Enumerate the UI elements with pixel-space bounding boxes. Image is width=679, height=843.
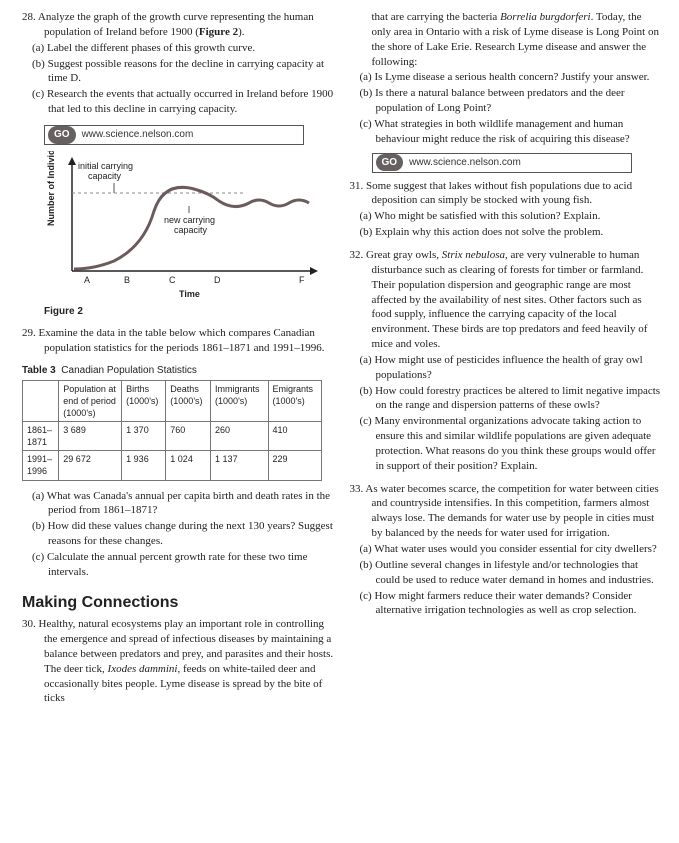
q28-t2: ). xyxy=(238,26,244,38)
q28-a: (a) Label the different phases of this g… xyxy=(22,41,334,56)
q32-species: Strix nebulosa xyxy=(442,249,505,261)
go-badge-2: GO xyxy=(376,154,404,172)
cont-species: Borrelia burgdorferi xyxy=(500,11,591,23)
xtick-d: D xyxy=(214,275,221,285)
r0c4: 260 xyxy=(211,422,268,451)
r1c3: 1 024 xyxy=(166,451,211,480)
xtick-b: B xyxy=(124,275,130,285)
q32-t2: , are very vulnerable to human disturban… xyxy=(372,249,648,350)
q29-b: (b) How did these values change during t… xyxy=(22,519,334,549)
label-initial-2: capacity xyxy=(88,171,122,181)
q28: 28. Analyze the graph of the growth curv… xyxy=(22,10,334,117)
q29-a: (a) What was Canada's annual per capita … xyxy=(22,489,334,519)
r0c0: 1861–1871 xyxy=(23,422,59,451)
q29-text: Examine the data in the table below whic… xyxy=(39,327,325,354)
q33-text: As water becomes scarce, the competition… xyxy=(365,483,658,540)
q28-num: 28. xyxy=(22,11,36,23)
q32: 32. Great gray owls, Strix nebulosa, are… xyxy=(350,248,662,474)
figure-2-caption: Figure 2 xyxy=(44,305,334,319)
go-link-2[interactable]: GO www.science.nelson.com xyxy=(372,153,632,173)
r0c5: 410 xyxy=(268,422,322,451)
q28-text: Analyze the graph of the growth curve re… xyxy=(38,11,314,38)
q28-b: (b) Suggest possible reasons for the dec… xyxy=(22,57,334,87)
q30-text: Healthy, natural ecosystems play an impo… xyxy=(39,618,334,704)
right-column: that are carrying the bacteria Borrelia … xyxy=(350,10,662,833)
go-url: www.science.nelson.com xyxy=(82,128,194,142)
xtick-a: A xyxy=(84,275,90,285)
cont-t1: that are carrying the bacteria xyxy=(372,11,501,23)
r1c5: 229 xyxy=(268,451,322,480)
q31-text: Some suggest that lakes without fish pop… xyxy=(366,180,632,207)
go-link-1[interactable]: GO www.science.nelson.com xyxy=(44,125,304,145)
q30-c: (c) What strategies in both wildlife man… xyxy=(350,117,662,147)
q31: 31. Some suggest that lakes without fish… xyxy=(350,179,662,240)
q29: 29. Examine the data in the table below … xyxy=(22,326,334,356)
growth-curve-chart: Number of Individuals initial carrying c… xyxy=(44,151,324,301)
q33-num: 33. xyxy=(350,483,364,495)
label-new-2: capacity xyxy=(174,225,208,235)
r0c1: 3 689 xyxy=(59,422,122,451)
r0c3: 760 xyxy=(166,422,211,451)
r0c2: 1 370 xyxy=(122,422,166,451)
th3: Deaths (1000's) xyxy=(166,380,211,421)
r1c4: 1 137 xyxy=(211,451,268,480)
left-column: 28. Analyze the graph of the growth curv… xyxy=(22,10,334,833)
table3-cap-bold: Table 3 xyxy=(22,365,56,376)
q32-a: (a) How might use of pesticides influenc… xyxy=(350,353,662,383)
table3: Population at end of period (1000's) Bir… xyxy=(22,380,322,481)
r1c2: 1 936 xyxy=(122,451,166,480)
q28-figref: Figure 2 xyxy=(199,26,238,38)
section-making-connections: Making Connections xyxy=(22,592,334,614)
table-row: 1861–1871 3 689 1 370 760 260 410 xyxy=(23,422,322,451)
q30-num: 30. xyxy=(22,618,36,630)
label-initial-1: initial carrying xyxy=(78,161,133,171)
q32-text: Great gray owls, Strix nebulosa, are ver… xyxy=(366,249,647,350)
r1c0: 1991–1996 xyxy=(23,451,59,480)
xtick-c: C xyxy=(169,275,176,285)
q30-species: Ixodes dammini xyxy=(108,663,178,675)
label-new-1: new carrying xyxy=(164,215,215,225)
q29-num: 29. xyxy=(22,327,36,339)
q30: 30. Healthy, natural ecosystems play an … xyxy=(22,617,334,706)
xtick-f: F xyxy=(299,275,305,285)
th5: Emigrants (1000's) xyxy=(268,380,322,421)
q32-t1: Great gray owls, xyxy=(366,249,442,261)
table3-caption: Table 3 Canadian Population Statistics xyxy=(22,364,334,378)
th0 xyxy=(23,380,59,421)
th2: Births (1000's) xyxy=(122,380,166,421)
q31-a: (a) Who might be satisfied with this sol… xyxy=(350,209,662,224)
go-badge: GO xyxy=(48,126,76,144)
go-url-2: www.science.nelson.com xyxy=(409,156,521,170)
q31-num: 31. xyxy=(350,180,364,192)
q28-c: (c) Research the events that actually oc… xyxy=(22,87,334,117)
x-axis-label: Time xyxy=(179,289,200,299)
y-axis-label: Number of Individuals xyxy=(46,151,56,226)
q32-c: (c) Many environmental organizations adv… xyxy=(350,414,662,473)
q28-t1: Analyze the graph of the growth curve re… xyxy=(38,11,314,38)
th4: Immigrants (1000's) xyxy=(211,380,268,421)
q33-b: (b) Outline several changes in lifestyle… xyxy=(350,558,662,588)
q29-c: (c) Calculate the annual percent growth … xyxy=(22,550,334,580)
table3-cap-rest: Canadian Population Statistics xyxy=(61,365,197,376)
table-header-row: Population at end of period (1000's) Bir… xyxy=(23,380,322,421)
table-row: 1991–1996 29 672 1 936 1 024 1 137 229 xyxy=(23,451,322,480)
r1c1: 29 672 xyxy=(59,451,122,480)
q31-b: (b) Explain why this action does not sol… xyxy=(350,225,662,240)
q32-b: (b) How could forestry practices be alte… xyxy=(350,384,662,414)
q30-continued: that are carrying the bacteria Borrelia … xyxy=(350,10,662,69)
q33-a: (a) What water uses would you consider e… xyxy=(350,542,662,557)
q32-num: 32. xyxy=(350,249,364,261)
q33: 33. As water becomes scarce, the competi… xyxy=(350,482,662,619)
q30-a: (a) Is Lyme disease a serious health con… xyxy=(350,70,662,85)
q30-b: (b) Is there a natural balance between p… xyxy=(350,86,662,116)
q33-c: (c) How might farmers reduce their water… xyxy=(350,589,662,619)
th1: Population at end of period (1000's) xyxy=(59,380,122,421)
